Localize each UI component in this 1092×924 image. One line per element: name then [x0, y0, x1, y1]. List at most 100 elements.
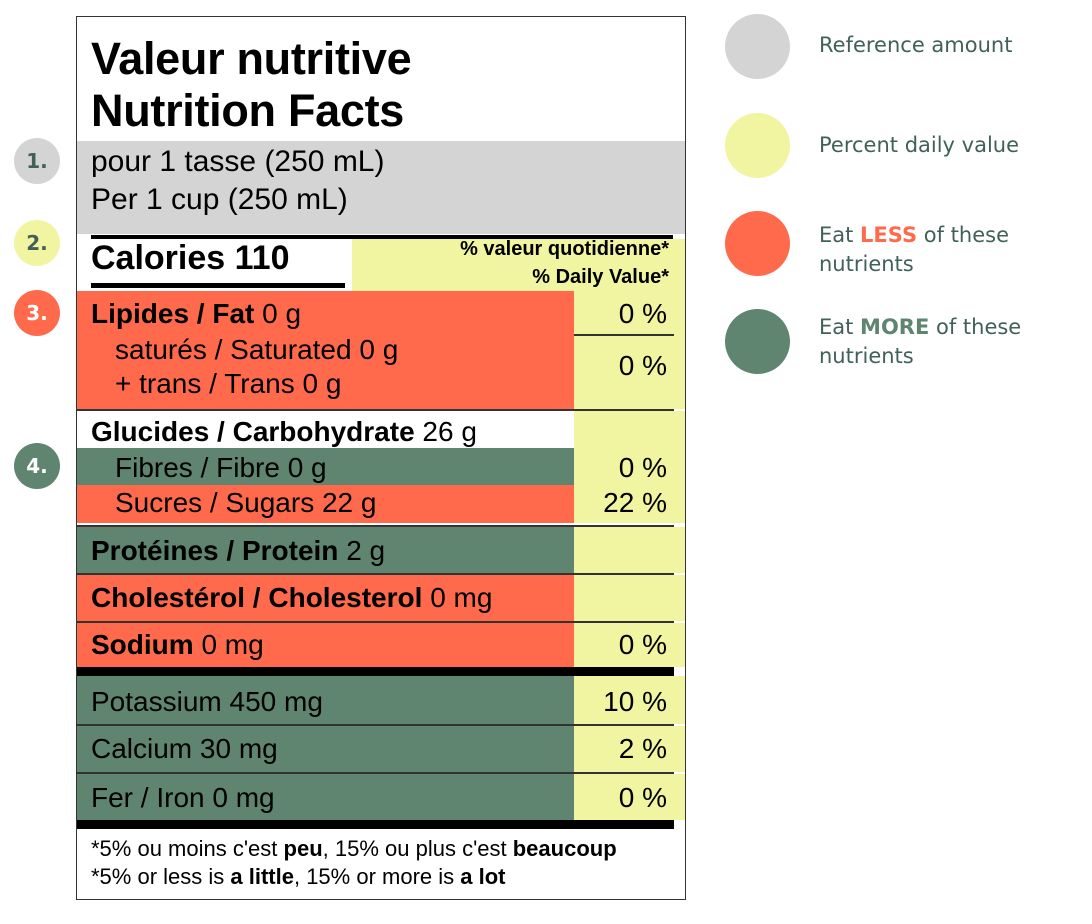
legend-reference-swatch — [725, 14, 790, 79]
fibre-pct: 0 % — [618, 452, 667, 483]
rule — [77, 573, 674, 575]
carb-row: Glucides / Carbohydrate 26 g — [91, 416, 477, 448]
fat-pct-band — [574, 291, 685, 409]
marker-3: 3. — [14, 290, 60, 336]
legend-reference-label: Reference amount — [819, 33, 1013, 57]
potassium-row: Potassium 450 mg — [91, 686, 323, 717]
carb-name: Glucides / Carbohydrate — [91, 416, 415, 447]
legend-text: nutrients — [819, 344, 914, 368]
dv-fr: % valeur quotidienne* — [460, 238, 669, 260]
saturated-row: saturés / Saturated 0 g — [115, 334, 399, 365]
legend-more-swatch — [725, 309, 790, 374]
potassium-band — [77, 676, 574, 724]
fat-name: Lipides / Fat — [91, 298, 255, 329]
fat-band — [77, 291, 574, 409]
footnote-text: , 15% or more is — [293, 864, 461, 889]
legend-more-label: Eat MORE of these nutrients — [819, 313, 1021, 371]
sodium-name: Sodium — [91, 629, 194, 660]
rule-thick — [77, 667, 674, 676]
legend-text: of these — [929, 315, 1022, 339]
legend-less-label: Eat LESS of these nutrients — [819, 221, 1009, 279]
fat-pct: 0 % — [618, 298, 667, 329]
footnote-en: *5% or less is a little, 15% or more is … — [91, 863, 505, 891]
sodium-amount: 0 mg — [201, 629, 264, 660]
iron-pct-band — [574, 774, 685, 820]
rule — [574, 334, 674, 336]
rule — [77, 621, 674, 623]
dv-en: % Daily Value* — [532, 266, 669, 288]
daily-value-header: % valeur quotidienne* % Daily Value* — [460, 235, 669, 291]
footnote-text: , 15% ou plus c'est — [322, 836, 513, 861]
nutrition-facts-label: Valeur nutritive Nutrition Facts pour 1 … — [76, 16, 686, 900]
marker-1: 1. — [14, 138, 60, 184]
marker-4: 4. — [14, 443, 60, 489]
cholesterol-row: Cholestérol / Cholesterol 0 mg — [91, 582, 492, 614]
potassium-pct: 10 % — [603, 686, 667, 717]
footnote-emphasis: beaucoup — [512, 836, 617, 861]
rule — [77, 724, 674, 726]
serving-size: pour 1 tasse (250 mL) Per 1 cup (250 mL) — [77, 141, 685, 234]
footnote-text: *5% ou moins c'est — [91, 836, 284, 861]
rule — [77, 525, 674, 527]
calcium-row: Calcium 30 mg — [91, 733, 278, 764]
fat-amount: 0 g — [262, 298, 302, 329]
footnote-emphasis: a little — [230, 864, 294, 889]
sugars-row: Sucres / Sugars 22 g — [115, 487, 377, 518]
title-fr: Valeur nutritive — [91, 33, 412, 84]
sugars-band — [77, 485, 574, 523]
carb-pct-band — [574, 411, 685, 448]
protein-pct-band — [574, 527, 685, 573]
sugars-pct-band — [574, 485, 685, 523]
calories: Calories 110 — [91, 239, 290, 277]
fat-row: Lipides / Fat 0 g — [91, 298, 301, 330]
calories-underline — [91, 283, 345, 288]
trans-row: + trans / Trans 0 g — [115, 368, 342, 399]
cholesterol-name: Cholestérol / Cholesterol — [91, 582, 423, 613]
protein-band — [77, 527, 574, 573]
sodium-band — [77, 623, 574, 667]
rule — [77, 409, 674, 411]
legend-less-swatch — [725, 211, 790, 276]
sat-trans-pct: 0 % — [618, 350, 667, 381]
calcium-pct-band — [574, 726, 685, 772]
cholesterol-band — [77, 575, 574, 621]
protein-row: Protéines / Protein 2 g — [91, 535, 385, 567]
calcium-band — [77, 726, 574, 772]
rule-thick — [91, 235, 673, 239]
protein-name: Protéines / Protein — [91, 535, 339, 566]
cholesterol-pct-band — [574, 575, 685, 621]
title-en: Nutrition Facts — [91, 85, 405, 136]
sodium-row: Sodium 0 mg — [91, 629, 264, 661]
rule-thick — [77, 820, 674, 829]
footnote-fr: *5% ou moins c'est peu, 15% ou plus c'es… — [91, 835, 617, 863]
legend-text: Eat — [819, 223, 861, 247]
serving-en: Per 1 cup (250 mL) — [91, 183, 348, 216]
rule — [77, 772, 674, 774]
serving-fr: pour 1 tasse (250 mL) — [91, 145, 385, 178]
legend-text: Eat — [819, 315, 861, 339]
legend-text: of these — [917, 223, 1010, 247]
iron-row: Fer / Iron 0 mg — [91, 782, 275, 813]
sodium-pct: 0 % — [618, 629, 667, 660]
label-title: Valeur nutritive Nutrition Facts — [91, 33, 412, 137]
potassium-pct-band — [574, 676, 685, 724]
footnote-emphasis: peu — [283, 836, 323, 861]
legend-percent-label: Percent daily value — [819, 133, 1020, 157]
sodium-pct-band — [574, 623, 685, 667]
iron-band — [77, 774, 574, 820]
carb-amount: 26 g — [422, 416, 477, 447]
sugars-pct: 22 % — [603, 487, 667, 518]
fibre-band — [77, 448, 574, 485]
fibre-row: Fibres / Fibre 0 g — [115, 452, 327, 483]
calcium-pct: 2 % — [618, 733, 667, 764]
legend-text: nutrients — [819, 252, 914, 276]
footnote-emphasis: a lot — [460, 864, 506, 889]
protein-amount: 2 g — [346, 535, 386, 566]
marker-2: 2. — [14, 220, 60, 266]
fibre-pct-band — [574, 448, 685, 485]
legend-percent-swatch — [725, 113, 790, 178]
footnote-text: *5% or less is — [91, 864, 231, 889]
legend-emphasis: LESS — [860, 223, 918, 247]
iron-pct: 0 % — [618, 782, 667, 813]
legend-emphasis: MORE — [860, 315, 930, 339]
